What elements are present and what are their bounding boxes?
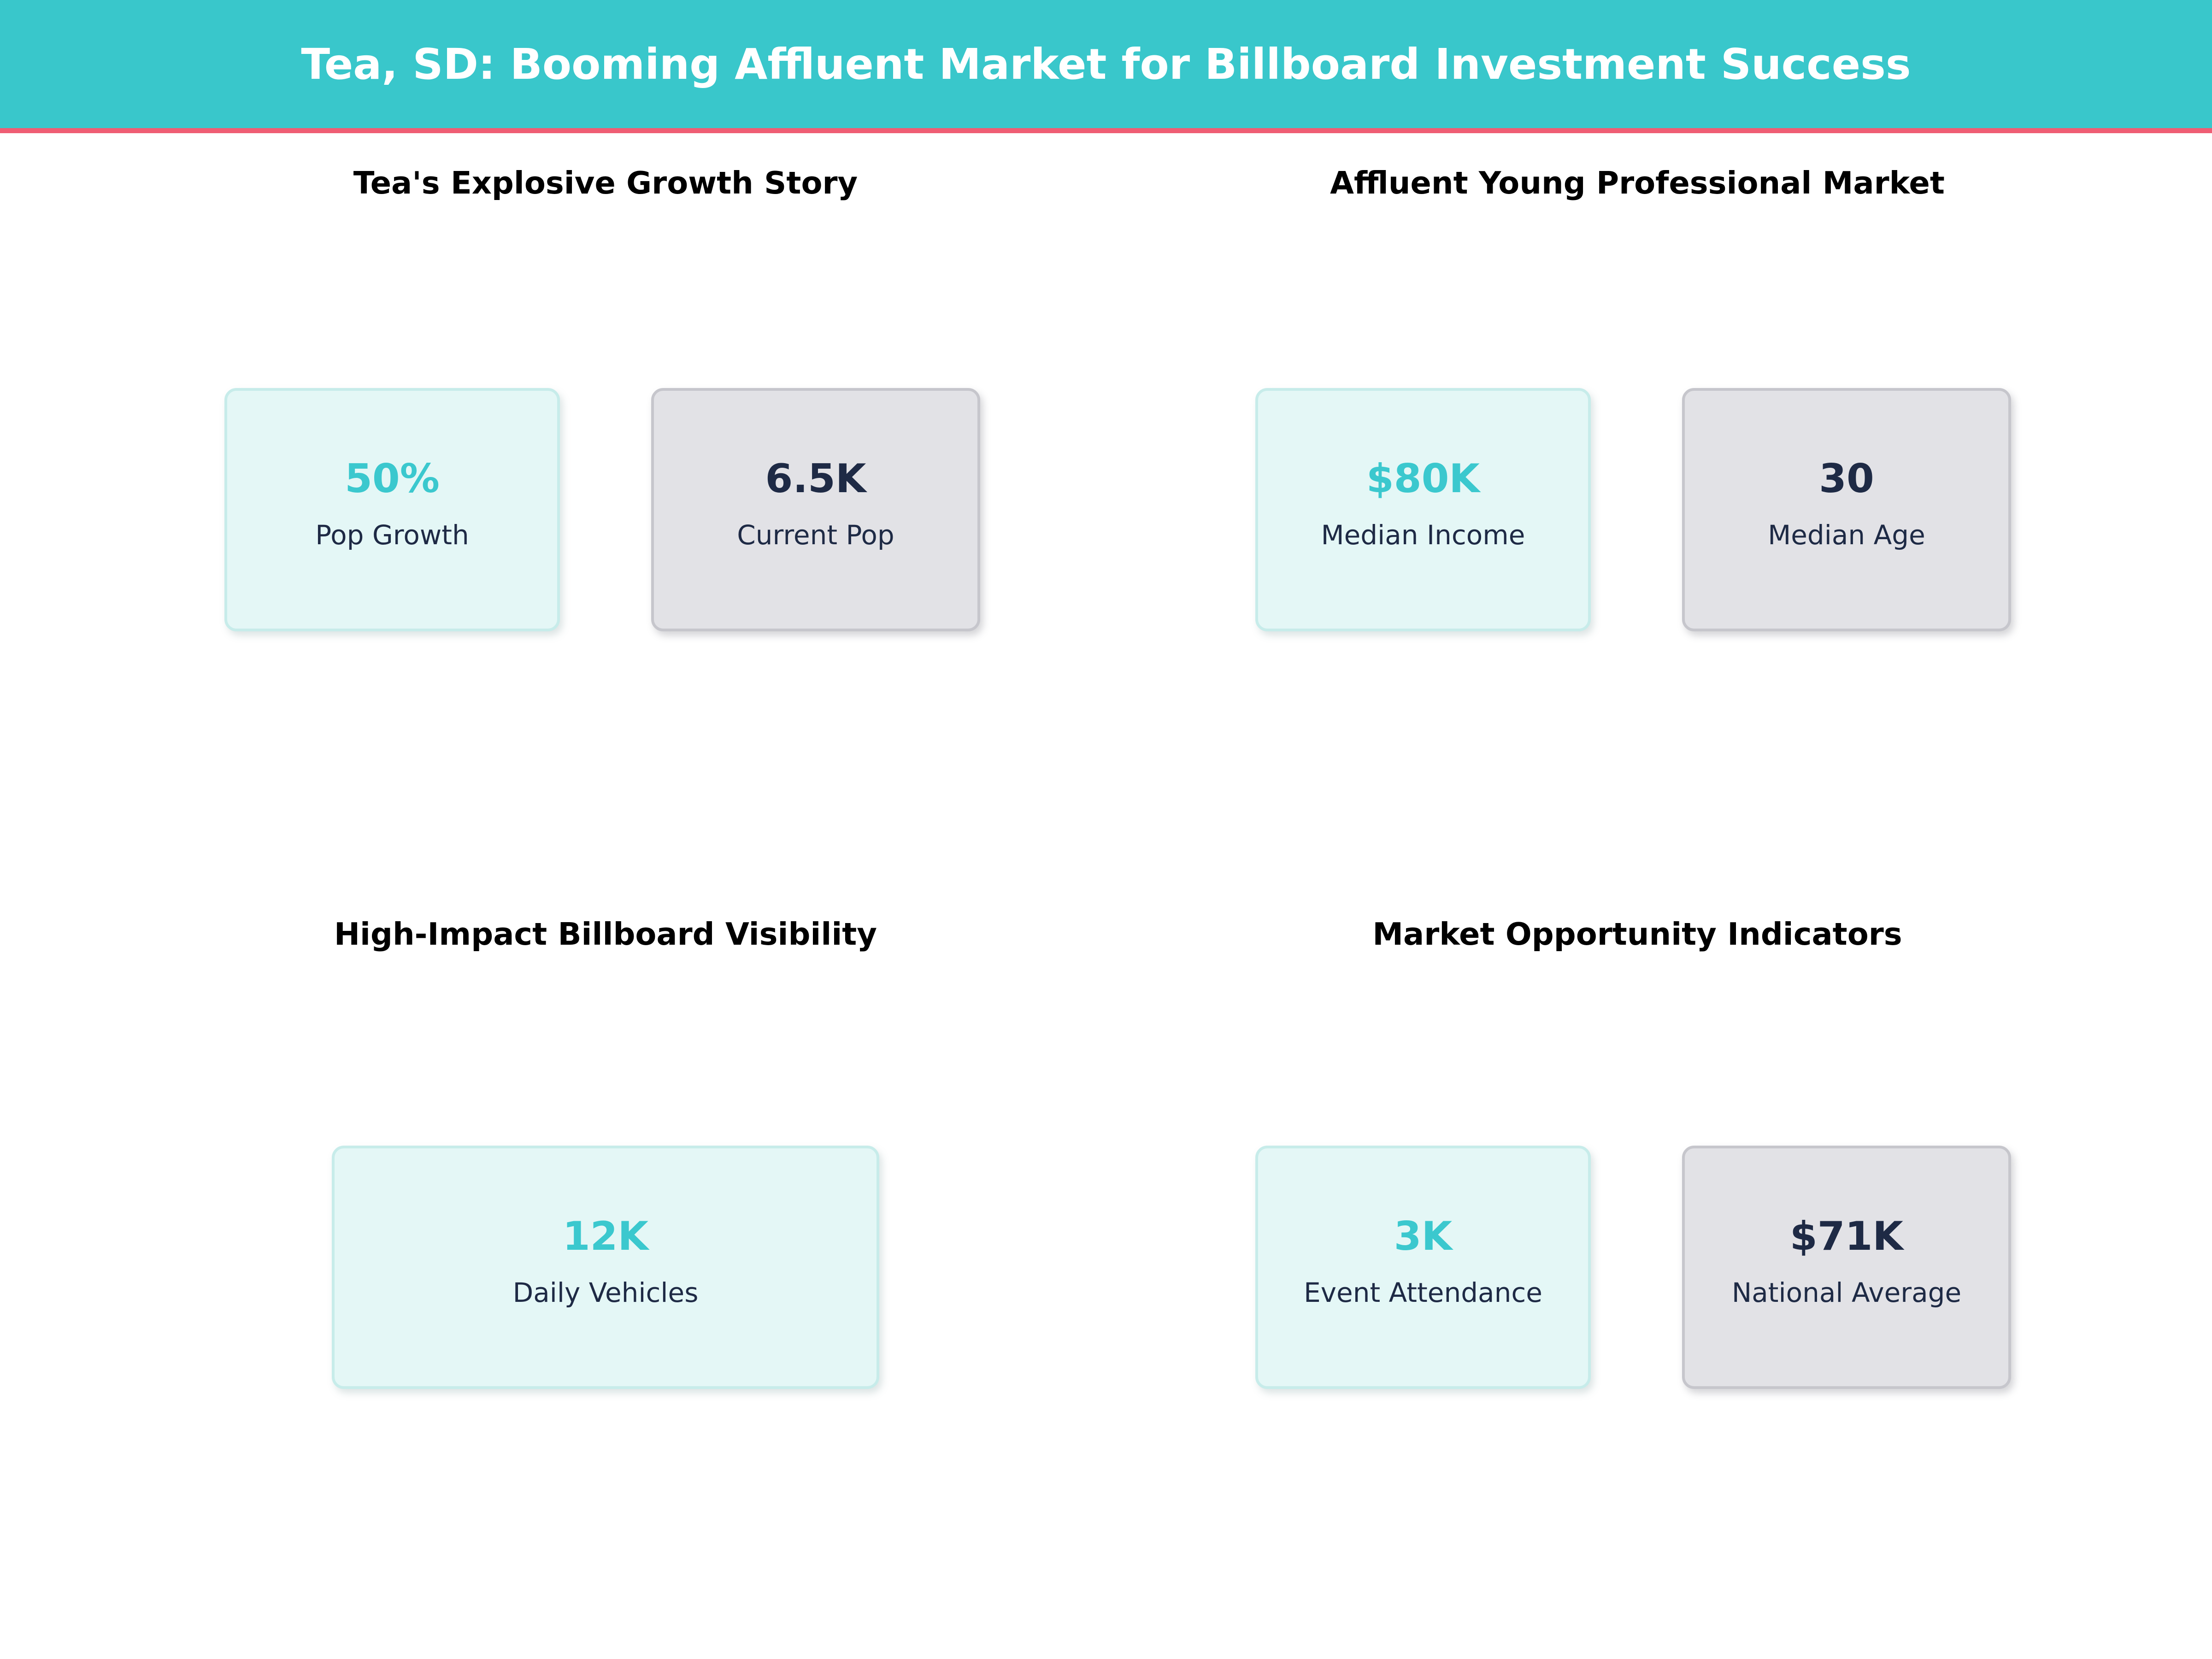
section-title-billboard-visibility: High-Impact Billboard Visibility: [334, 916, 877, 952]
stat-card-pop-growth: 50% Pop Growth: [224, 388, 560, 631]
stat-label-median-income: Median Income: [1321, 519, 1525, 551]
page-title: Tea, SD: Booming Affluent Market for Bil…: [301, 39, 1911, 89]
stat-label-pop-growth: Pop Growth: [315, 519, 469, 551]
header-banner: Tea, SD: Booming Affluent Market for Bil…: [0, 0, 2212, 128]
stat-label-national-average: National Average: [1731, 1277, 1962, 1309]
stat-value-median-income: $80K: [1366, 455, 1480, 502]
stat-value-daily-vehicles: 12K: [562, 1213, 649, 1259]
stat-value-pop-growth: 50%: [345, 455, 440, 502]
stat-value-national-average: $71K: [1789, 1213, 1904, 1259]
stat-label-event-attendance: Event Attendance: [1304, 1277, 1542, 1309]
stat-value-event-attendance: 3K: [1394, 1213, 1453, 1259]
stat-label-daily-vehicles: Daily Vehicles: [512, 1277, 699, 1309]
section-title-professional-market: Affluent Young Professional Market: [1330, 165, 1945, 201]
stat-label-median-age: Median Age: [1768, 519, 1925, 551]
stat-label-current-pop: Current Pop: [737, 519, 894, 551]
stat-card-median-age: 30 Median Age: [1682, 388, 2011, 631]
stat-card-daily-vehicles: 12K Daily Vehicles: [332, 1146, 879, 1389]
stat-card-event-attendance: 3K Event Attendance: [1255, 1146, 1591, 1389]
stat-value-median-age: 30: [1819, 455, 1874, 502]
section-title-growth-story: Tea's Explosive Growth Story: [353, 165, 858, 201]
stat-value-current-pop: 6.5K: [765, 455, 866, 502]
stat-card-national-average: $71K National Average: [1682, 1146, 2011, 1389]
section-title-opportunity-indicators: Market Opportunity Indicators: [1372, 916, 1902, 952]
stat-card-current-pop: 6.5K Current Pop: [651, 388, 980, 631]
stat-card-median-income: $80K Median Income: [1255, 388, 1591, 631]
header-accent-stripe: [0, 128, 2212, 133]
